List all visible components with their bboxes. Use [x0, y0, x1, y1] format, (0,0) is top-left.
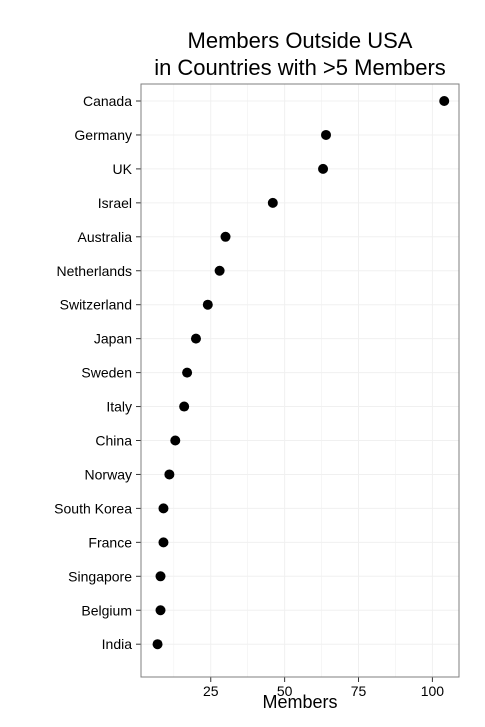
y-tick-label: South Korea	[54, 500, 132, 516]
data-point	[318, 163, 329, 174]
y-tick-label: France	[88, 534, 132, 550]
y-tick-label: China	[95, 433, 132, 449]
data-point	[158, 537, 169, 548]
chart-title-line-1: Members Outside USA	[188, 28, 413, 53]
y-tick-label: India	[102, 636, 133, 652]
data-point	[182, 367, 193, 378]
chart-title-line-2: in Countries with >5 Members	[154, 55, 446, 80]
data-point	[170, 435, 181, 446]
country-rows: Canada Germany UK Israel Australia Netherland…	[54, 93, 450, 652]
data-point	[202, 299, 213, 310]
x-tick-label: 50	[277, 683, 293, 699]
y-tick-label: Norway	[85, 466, 132, 482]
data-point	[439, 96, 450, 106]
x-axis-label: Members	[262, 692, 337, 712]
x-tick-label: 100	[421, 683, 445, 699]
y-tick-label: Australia	[78, 229, 133, 245]
y-tick-label: Singapore	[68, 568, 132, 584]
y-tick-label: Switzerland	[60, 297, 132, 313]
y-tick-label: Belgium	[81, 602, 132, 618]
data-point	[214, 265, 225, 276]
y-tick-label: Netherlands	[57, 263, 133, 279]
y-tick-label: Germany	[74, 127, 132, 143]
data-point	[220, 231, 231, 242]
panel-border	[140, 83, 460, 678]
y-tick-label: UK	[113, 161, 133, 177]
y-tick-label: Israel	[98, 195, 132, 211]
data-point	[158, 503, 169, 514]
data-point	[179, 401, 190, 412]
data-point	[164, 469, 175, 480]
x-axis: 25 50 75 100	[203, 677, 444, 699]
x-tick-label: 75	[351, 683, 367, 699]
y-tick-label: Sweden	[81, 365, 132, 381]
x-tick-label: 25	[203, 683, 219, 699]
data-point	[190, 333, 201, 344]
data-point	[267, 197, 278, 208]
data-point	[155, 605, 166, 616]
y-tick-label: Japan	[94, 331, 132, 347]
y-tick-label: Italy	[106, 399, 132, 415]
data-point	[155, 571, 166, 582]
data-point	[152, 639, 163, 650]
data-point	[321, 129, 332, 140]
y-tick-label: Canada	[83, 93, 132, 109]
grid-lines	[141, 84, 459, 677]
